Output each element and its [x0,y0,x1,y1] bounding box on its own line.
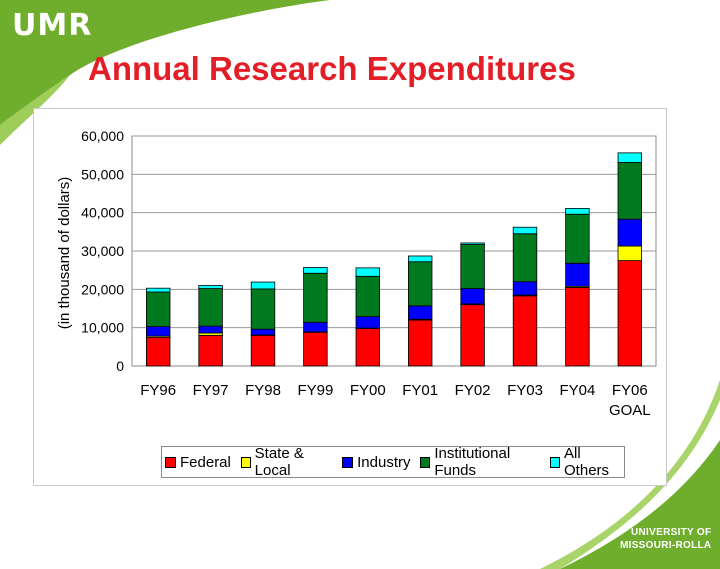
bar-segment-all-others [408,255,433,263]
bar-segment-all-others [198,285,223,289]
bar-segment-institutional-funds [198,288,223,327]
bar-segment-industry [250,328,276,336]
bar-segment-institutional-funds [512,233,538,283]
legend-label: State & Local [254,445,304,479]
bar-segment-institutional-funds [355,275,380,317]
x-tick-label: FY02 [455,382,491,399]
bar-segment-federal [617,260,642,367]
x-tick-label: FY03 [507,382,543,399]
bar-segment-institutional-funds [303,272,328,323]
bar-segment-all-others [617,152,642,163]
bar-segment-state-local [617,245,642,261]
bar-segment-industry [355,316,380,329]
bar-segment-federal [355,328,380,367]
y-axis-title-group: (in thousand of dollars) [56,177,73,330]
legend-label: Industry [357,453,411,471]
bar-segment-industry [617,218,642,247]
y-tick-label: 10,000 [81,320,124,336]
footer-line-2: MISSOURI-ROLLA [620,540,712,551]
swoosh-bottom-right [560,440,720,569]
bar-segment-federal [146,336,171,367]
y-tick-label: 60,000 [81,128,124,144]
legend-swatch [240,456,251,468]
legend-item: Institutional Funds [420,445,540,479]
x-tick-label: FY01 [402,382,438,399]
legend-item: Federal [165,454,231,471]
bar-segment-federal [250,334,276,367]
y-tick-label: 0 [116,358,124,374]
bar-segment-industry [460,288,485,305]
legend-swatch [342,456,354,468]
swoosh-top-left [0,0,330,125]
chart-frame: (in thousand of dollars) 0 10,000 20,000 30… [33,108,667,486]
bar-segment-federal [303,331,328,367]
umr-logo: UMR [12,8,93,43]
y-tick-label: 50,000 [81,166,124,182]
legend-label: Federal [180,453,231,471]
y-tick-label: 30,000 [81,243,124,259]
x-tick-label: FY98 [245,382,281,399]
x-tick-label: FY04 [559,382,595,399]
x-tick-label: FY97 [193,382,229,399]
bar-segment-industry [408,305,433,320]
bar-segment-industry [512,281,538,296]
bar-segment-federal [408,319,433,367]
bar-segment-industry [303,321,328,333]
bar-segment-industry [146,326,171,337]
y-tick-label: 20,000 [81,281,124,297]
legend-item: Industry [342,454,410,471]
bar-segment-institutional-funds [617,162,642,220]
legend-item: State & Local [240,445,332,479]
y-tick-label: 40,000 [81,205,124,221]
bar-segment-institutional-funds [408,261,433,307]
bar-segment-federal [565,287,590,367]
bars [146,152,642,367]
legend-label: Institutional Funds [434,445,511,479]
bar-segment-institutional-funds [565,213,590,264]
bar-segment-institutional-funds [250,288,276,330]
x-tick-label: FY00 [350,382,386,399]
chart-legend: Federal State & Local Industry Institutiona… [161,445,625,479]
legend-label: All Others [564,445,610,479]
y-axis-title: (in thousand of dollars) [56,177,73,330]
bar-segment-federal [512,295,538,367]
x-tick-label: GOAL [609,402,651,419]
bar-segment-all-others [355,267,380,277]
legend-swatch [420,456,431,468]
x-tick-label: FY99 [297,382,333,399]
bar-segment-industry [565,262,590,287]
bar-segment-all-others [512,226,538,235]
university-logo: UNIVERSITY OF MISSOURI-ROLLA [620,526,711,552]
slide-title: Annual Research Expenditures [88,50,576,87]
footer-line-1: UNIVERSITY OF [631,527,712,538]
legend-swatch [165,456,176,468]
x-tick-labels: FY96 FY97 FY98 FY99 FY00 FY01 FY02 FY03 FY04 FY06… [140,382,650,419]
x-tick-label: FY96 [140,382,176,399]
stacked-bar-chart: (in thousand of dollars) 0 10,000 20,000 30… [56,128,657,419]
bar-segment-all-others [303,267,328,274]
bar-segment-federal [460,304,485,367]
bar-segment-all-others [460,242,485,245]
bar-segment-federal [198,334,223,367]
bar-segment-institutional-funds [460,244,485,289]
x-tick-label: FY06 [612,382,648,399]
legend-swatch [550,456,561,468]
legend-item: All Others [550,445,621,479]
bar-segment-all-others [250,281,276,290]
y-tick-labels: 0 10,000 20,000 30,000 40,000 50,000 60,000 [81,128,124,374]
bar-segment-industry [198,325,223,334]
bar-segment-all-others [565,208,590,215]
bar-segment-institutional-funds [146,291,171,327]
bar-segment-all-others [146,287,171,293]
